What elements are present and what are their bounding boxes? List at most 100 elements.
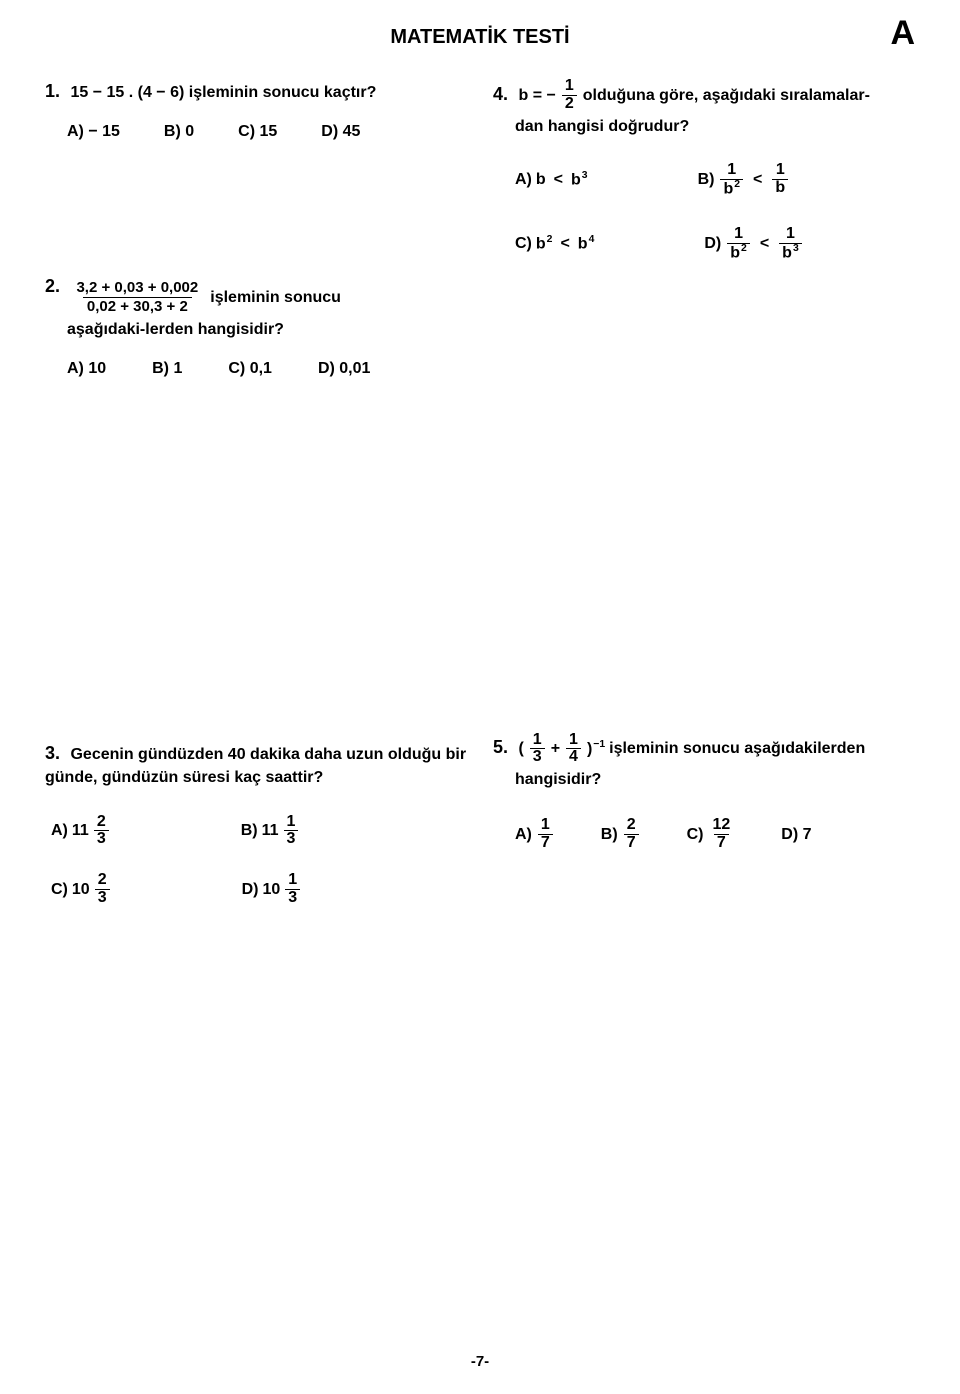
q4-d-r-num: 1 <box>783 226 798 243</box>
q3-c-label: C) <box>51 878 68 901</box>
columns: 1. 15 − 15 . (4 − 6) işleminin sonucu ka… <box>45 78 915 949</box>
q2-body: 3,2 + 0,03 + 0,002 0,02 + 30,3 + 2 işlem… <box>70 279 340 316</box>
q4-b-expr: 1 b2 < 1 b <box>718 162 790 198</box>
q1-opt-d: D) 45 <box>321 120 360 143</box>
q4-frac: 1 2 <box>562 78 577 113</box>
q5-after: işleminin sonucu aşağıdakilerden <box>609 737 865 760</box>
q4-b-r-den: b <box>772 179 788 197</box>
q5-open: ( <box>518 737 523 760</box>
q4-d-r-den: b3 <box>779 243 802 262</box>
question-4: 4. b = − 1 2 olduğuna göre, aşağıdaki sı… <box>493 78 915 262</box>
q3-row1: A) 11 2 3 B) <box>51 814 467 849</box>
q3-b-label: B) <box>241 819 258 842</box>
q3-a-num: 2 <box>94 814 109 831</box>
q4-c-r-exp: 4 <box>589 234 595 245</box>
q4-a-expr: b < b3 <box>536 168 588 192</box>
q3-b-whole: 11 <box>262 819 279 842</box>
q4-c-cmp: < <box>560 232 569 255</box>
q5-a-den: 7 <box>538 834 553 852</box>
q4-opt-b: B) 1 b2 < 1 b <box>698 162 791 198</box>
q3-number: 3. <box>45 743 60 763</box>
q4-c-l-exp: 2 <box>547 234 553 245</box>
left-column: 1. 15 − 15 . (4 − 6) işleminin sonucu ka… <box>45 78 467 949</box>
q5-exp: −1 <box>593 739 605 750</box>
q4-row1: A) b < b3 B) <box>515 162 915 198</box>
q3-d-value: 10 1 3 <box>262 872 302 907</box>
q4-a-label: A) <box>515 168 532 191</box>
q1-opt-c: C) 15 <box>238 120 277 143</box>
q5-opt-d: D) 7 <box>781 823 811 846</box>
q4-b-l-num: 1 <box>724 162 739 179</box>
q5-b-num: 2 <box>624 817 639 834</box>
q2-opt-c: C) 0,1 <box>228 357 272 380</box>
q5-d-label: D) 7 <box>781 823 811 846</box>
q3-d-den: 3 <box>285 889 300 907</box>
q5-f1-num: 1 <box>530 732 545 749</box>
q4-d-r-den-base: b <box>782 244 792 261</box>
q5-b-den: 7 <box>624 834 639 852</box>
q3-a-frac: 2 3 <box>94 814 109 849</box>
q4-d-l-num: 1 <box>731 226 746 243</box>
q4-b-l-den: b2 <box>720 179 743 198</box>
q3-c-num: 2 <box>95 872 110 889</box>
q4-row2: C) b2 < b4 D) 1 <box>515 226 915 262</box>
q3-b-den: 3 <box>284 830 299 848</box>
q4-c-expr: b2 < b4 <box>536 232 594 256</box>
header: MATEMATİK TESTİ A <box>45 20 915 68</box>
q5-c-frac: 12 7 <box>709 817 733 852</box>
q5-f2-num: 1 <box>566 732 581 749</box>
q4-b-cmp: < <box>753 168 762 191</box>
q4-c-label: C) <box>515 232 532 255</box>
q4-a-right-base: b <box>571 171 581 188</box>
q4-a-right: b3 <box>571 168 588 192</box>
q3-opt-c: C) 10 2 3 <box>51 872 112 907</box>
q4-d-l-den: b2 <box>727 243 750 262</box>
q5-cont: hangisidir? <box>493 768 915 791</box>
q4-b-r-num: 1 <box>773 162 788 179</box>
q4-a-cmp: < <box>554 168 563 191</box>
q4-b-label: B) <box>698 168 715 191</box>
q5-plus: + <box>551 737 560 760</box>
q2-frac-num: 3,2 + 0,03 + 0,002 <box>72 279 202 297</box>
q5-c-den: 7 <box>714 834 729 852</box>
q3-d-label: D) <box>242 878 259 901</box>
q4-frac-num: 1 <box>562 78 577 95</box>
q3-opt-d: D) 10 1 3 <box>242 872 303 907</box>
q2-opt-a: A) 10 <box>67 357 106 380</box>
question-1: 1. 15 − 15 . (4 − 6) işleminin sonucu ka… <box>45 78 467 143</box>
q5-f1: 1 3 <box>530 732 545 767</box>
question-5: 5. ( 1 3 + 1 4 )−1 işleminin sonucu aşağ… <box>493 732 915 852</box>
q2-fraction: 3,2 + 0,03 + 0,002 0,02 + 30,3 + 2 <box>72 279 202 316</box>
q4-cont: dan hangisi doğrudur? <box>493 115 915 138</box>
q1-number: 1. <box>45 81 60 101</box>
q4-options: A) b < b3 B) <box>493 162 915 262</box>
page-number: -7- <box>0 1353 960 1370</box>
q5-a-num: 1 <box>538 817 553 834</box>
q4-number: 4. <box>493 84 508 104</box>
q5-opt-b: B) 2 7 <box>601 817 641 852</box>
q3-b-num: 1 <box>284 814 299 831</box>
q3-b-frac: 1 3 <box>284 814 299 849</box>
q3-options: A) 11 2 3 B) <box>45 814 467 907</box>
q5-number: 5. <box>493 737 508 757</box>
q3-a-whole: 11 <box>72 819 89 842</box>
q4-b-l-den-base: b <box>723 180 733 197</box>
q3-c-value: 10 2 3 <box>72 872 112 907</box>
q2-opt-b: B) 1 <box>152 357 182 380</box>
q4-d-left-frac: 1 b2 <box>727 226 750 262</box>
q5-a-label: A) <box>515 823 532 846</box>
q3-row2: C) 10 2 3 D) <box>51 872 467 907</box>
q5-a-frac: 1 7 <box>538 817 553 852</box>
q5-b-label: B) <box>601 823 618 846</box>
q4-opt-d: D) 1 b2 < 1 b3 <box>704 226 803 262</box>
q1-opt-b: B) 0 <box>164 120 194 143</box>
page-corner-letter: A <box>890 14 915 53</box>
right-column: 4. b = − 1 2 olduğuna göre, aşağıdaki sı… <box>493 78 915 949</box>
q5-opt-c: C) 12 7 <box>687 817 736 852</box>
q4-opt-c: C) b2 < b4 <box>515 232 594 256</box>
q5-b-frac: 2 7 <box>624 817 639 852</box>
q4-a-left: b <box>536 168 546 191</box>
q4-opt-a: A) b < b3 <box>515 168 588 192</box>
q2-cont: aşağıdaki-lerden hangisidir? <box>45 318 467 341</box>
q2-number: 2. <box>45 276 60 296</box>
